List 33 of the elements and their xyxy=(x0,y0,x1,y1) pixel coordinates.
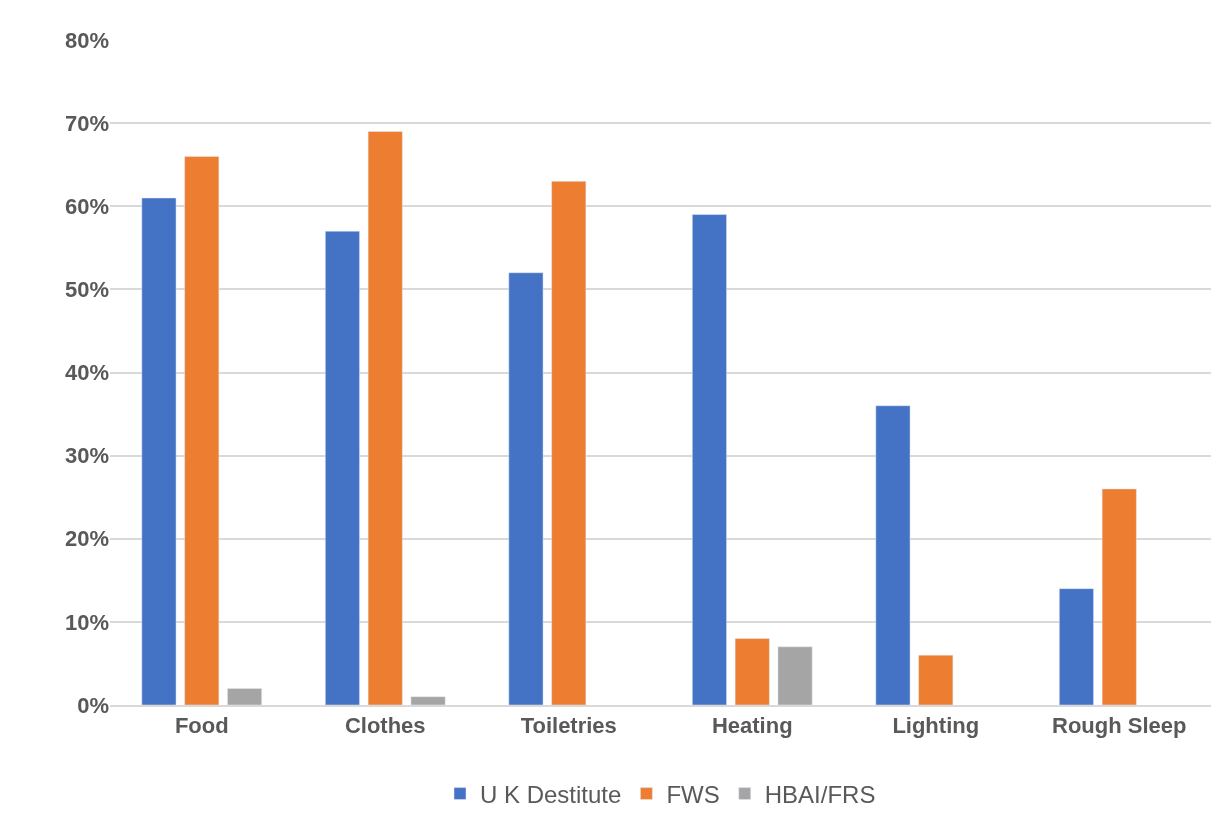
bar xyxy=(777,646,813,705)
y-tick-label: 30% xyxy=(64,443,109,469)
legend-label: FWS xyxy=(666,780,720,808)
y-tick-label: 20% xyxy=(64,526,109,552)
bar xyxy=(875,405,911,705)
y-tick-label: 50% xyxy=(64,277,109,303)
x-tick-label: Toiletries xyxy=(520,713,617,739)
bar xyxy=(551,181,587,705)
x-tick-label: Rough Sleep xyxy=(1052,713,1187,739)
bar xyxy=(325,230,360,705)
bar xyxy=(227,688,262,705)
x-tick-label: Food xyxy=(174,713,229,739)
x-tick-label: Clothes xyxy=(344,713,426,739)
bar xyxy=(367,131,403,705)
x-tick-label: Lighting xyxy=(892,713,980,739)
y-tick-label: 40% xyxy=(64,360,109,386)
bar xyxy=(734,638,770,705)
bar xyxy=(1059,588,1094,705)
bar xyxy=(918,654,954,705)
bar xyxy=(141,197,177,705)
y-tick-label: 10% xyxy=(64,609,109,635)
bar xyxy=(410,696,446,705)
y-tick-label: 70% xyxy=(64,110,109,136)
x-tick-label: Heating xyxy=(711,713,793,739)
bar xyxy=(1101,488,1137,705)
bar xyxy=(692,214,727,705)
y-tick-label: 0% xyxy=(77,692,109,718)
legend-label: HBAI/FRS xyxy=(764,780,876,808)
bar xyxy=(508,272,544,705)
y-tick-label: 80% xyxy=(64,27,109,53)
y-tick-label: 60% xyxy=(64,193,109,219)
bar xyxy=(184,156,220,705)
legend-label: U K Destitute xyxy=(480,780,622,808)
